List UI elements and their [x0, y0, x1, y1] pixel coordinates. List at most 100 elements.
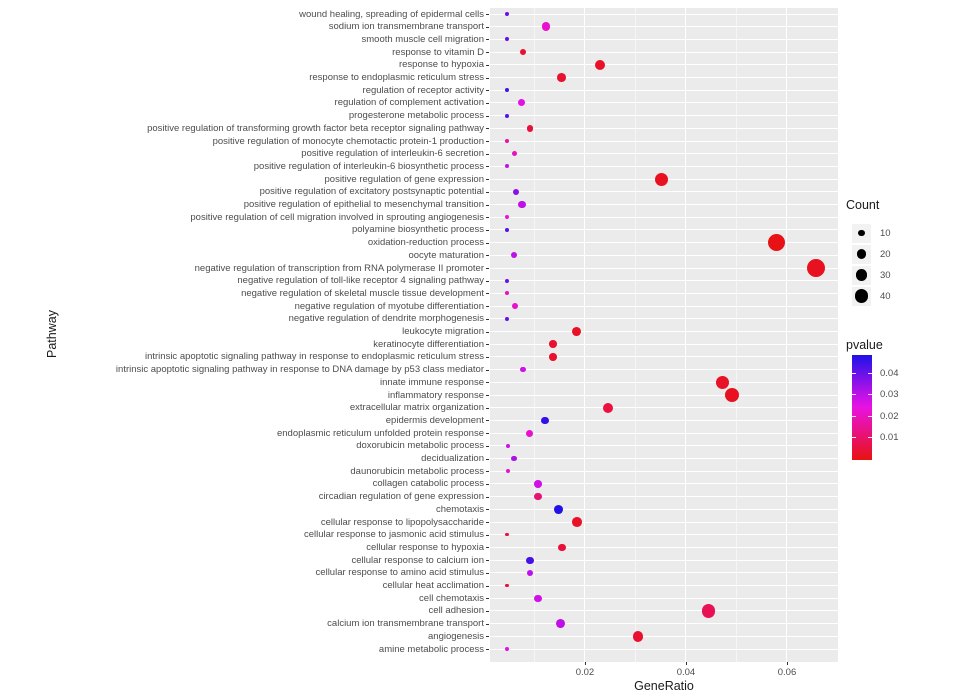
gridline-horizontal [490, 64, 838, 66]
y-axis-tick [486, 153, 489, 155]
gridline-horizontal [490, 242, 838, 244]
data-point [557, 543, 566, 552]
x-axis-tick [685, 662, 687, 665]
y-axis-tick [486, 560, 489, 562]
data-point [603, 402, 614, 413]
y-axis-label: cell adhesion [428, 605, 484, 617]
y-axis-label: negative regulation of dendrite morphoge… [288, 313, 484, 325]
gridline-horizontal [490, 153, 838, 155]
y-axis-label: cellular response to calcium ion [351, 554, 484, 566]
data-point [510, 252, 517, 259]
y-axis-tick [486, 610, 489, 612]
gridline-horizontal [490, 115, 838, 117]
y-axis-tick [486, 204, 489, 206]
gridline-horizontal [490, 127, 838, 129]
gridline-horizontal [490, 51, 838, 53]
pvalue-colorbar-tick [868, 394, 872, 396]
plot-panel [490, 8, 838, 662]
gridline-horizontal [490, 343, 838, 345]
y-axis-tick [486, 293, 489, 295]
y-axis-tick [486, 407, 489, 409]
y-axis-tick [486, 90, 489, 92]
x-tick-label: 0.02 [575, 667, 595, 678]
y-axis-tick [486, 14, 489, 15]
pvalue-tick-label: 0.03 [880, 389, 899, 401]
x-tick-label: 0.06 [777, 667, 797, 678]
y-axis-label: cellular response to amino acid stimulus [315, 567, 484, 579]
gridline-horizontal [490, 635, 838, 637]
data-point [505, 583, 509, 588]
gridline-vertical-major [584, 8, 586, 662]
gridline-horizontal [490, 445, 838, 447]
gridline-horizontal [490, 369, 838, 371]
y-axis-label: progesterone metabolic process [348, 110, 484, 122]
gridline-horizontal [490, 204, 838, 205]
y-axis-tick [486, 572, 489, 574]
y-axis-title: Pathway [45, 310, 59, 358]
y-axis-label: decidualization [421, 453, 484, 464]
pvalue-legend-title: pvalue [846, 338, 883, 352]
y-axis-label: positive regulation of interleukin-6 bio… [253, 160, 484, 172]
pvalue-colorbar-tick [852, 373, 856, 374]
gridline-horizontal [490, 77, 838, 78]
gridline-horizontal [490, 623, 838, 625]
y-axis-tick [486, 280, 489, 282]
data-point [506, 469, 511, 474]
pvalue-colorbar-tick [868, 415, 872, 417]
y-axis-tick [486, 255, 489, 257]
y-axis-label: negative regulation of transcription fro… [194, 262, 484, 274]
data-point [505, 11, 510, 17]
gridline-horizontal [490, 419, 838, 421]
y-axis-label: response to hypoxia [398, 59, 484, 71]
gridline-horizontal [490, 458, 838, 459]
y-axis-tick [486, 458, 489, 460]
y-axis-label: polyamine biosynthetic process [351, 224, 484, 236]
gridline-horizontal [490, 496, 838, 498]
count-legend-dot [856, 249, 867, 259]
count-legend-dot [854, 289, 869, 303]
gridline-horizontal [490, 165, 838, 167]
y-axis-label: doxorubicin metabolic process [356, 440, 484, 452]
y-axis-tick [486, 369, 489, 371]
gridline-vertical-major [786, 8, 788, 662]
y-axis-label: smooth muscle cell migration [361, 33, 485, 45]
data-point [806, 259, 825, 278]
y-axis-tick [486, 242, 489, 244]
gridline-horizontal [490, 356, 838, 358]
y-axis-label: collagen catabolic process [372, 478, 484, 490]
y-axis-tick [486, 141, 489, 142]
data-point [510, 455, 517, 462]
pvalue-colorbar-tick [852, 436, 856, 438]
y-axis-label: positive regulation of cell migration in… [190, 211, 484, 223]
gridline-horizontal [490, 585, 838, 586]
data-point [557, 73, 567, 82]
y-axis-label: negative regulation of myotube different… [294, 300, 484, 312]
data-point [526, 556, 534, 564]
y-axis-label: cellular response to hypoxia [366, 541, 484, 553]
data-point [505, 291, 510, 296]
y-axis-label: oxidation-reduction process [367, 237, 484, 249]
data-point [534, 594, 542, 602]
y-axis-label: keratinocyte differentiation [373, 338, 484, 350]
y-axis-label: positive regulation of transforming grow… [147, 122, 484, 134]
y-axis-label: epidermis development [385, 414, 484, 426]
gridline-horizontal [490, 559, 838, 561]
gridline-horizontal [490, 216, 838, 218]
y-axis-label: response to endoplasmic reticulum stress [309, 72, 484, 83]
data-point [534, 492, 542, 501]
y-axis-label: circadian regulation of gene expression [318, 491, 484, 503]
data-point [512, 151, 518, 157]
gridline-vertical-minor [735, 8, 737, 662]
y-axis-label: negative regulation of skeletal muscle t… [241, 287, 484, 299]
count-legend-title: Count [846, 198, 880, 212]
data-point [505, 88, 510, 93]
y-axis-tick [486, 318, 489, 320]
y-axis-label: response to vitamin D [392, 46, 484, 58]
y-axis-tick [486, 509, 489, 511]
y-axis-tick [486, 547, 489, 549]
data-point [716, 375, 730, 389]
y-axis-tick [486, 598, 489, 600]
count-legend-label: 40 [880, 291, 891, 302]
pvalue-tick-label: 0.01 [880, 431, 899, 443]
